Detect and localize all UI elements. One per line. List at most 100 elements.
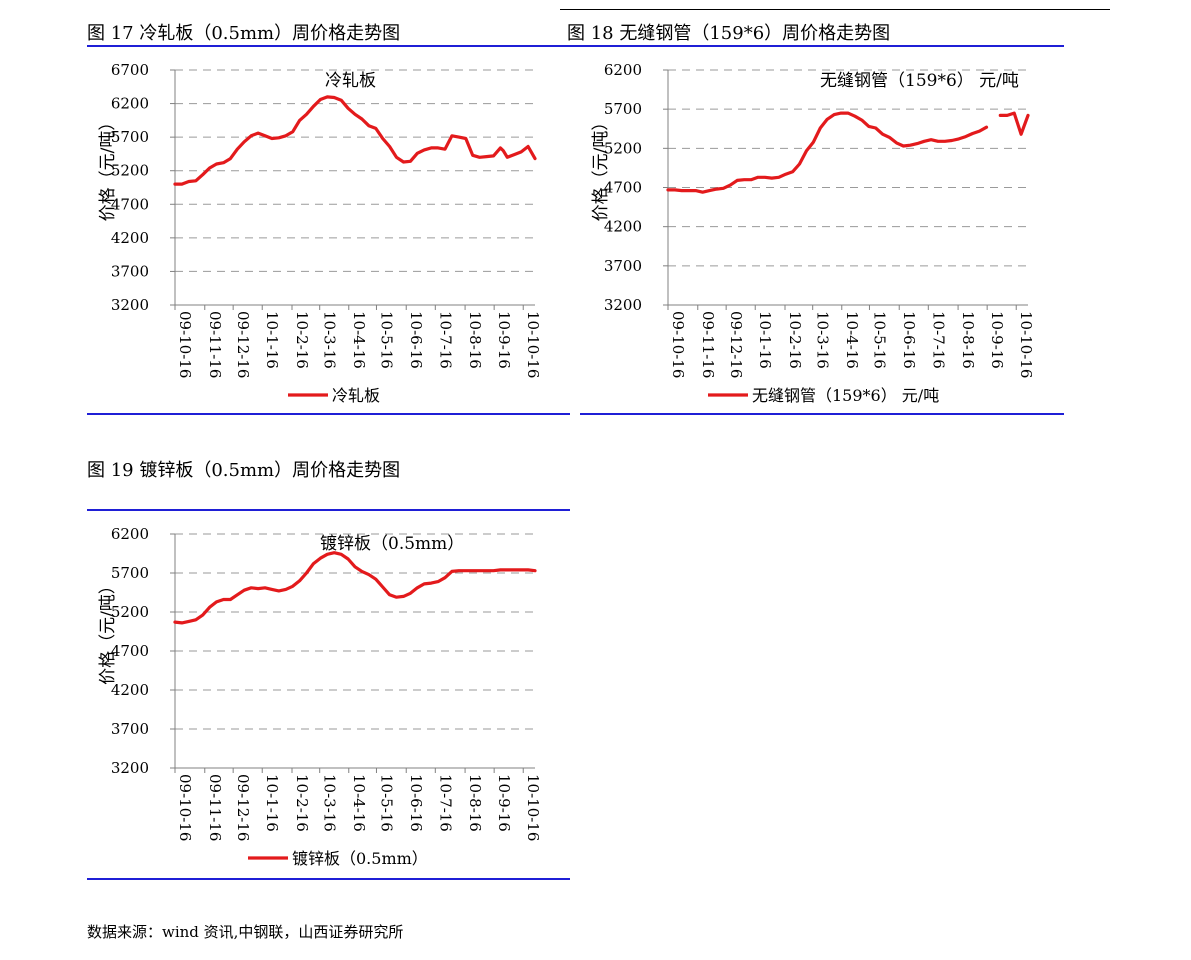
- x-tick-label-group: 10-2-16: [786, 311, 804, 369]
- figure-19-bottom-rule: [87, 878, 570, 880]
- x-tick-label-group: 10-8-16: [959, 311, 977, 369]
- y-tick-label: 6700: [111, 61, 149, 79]
- series-line: [173, 551, 537, 625]
- figure-17-top-rule: [87, 45, 570, 47]
- x-tick-label-group: 10-4-16: [350, 774, 368, 832]
- x-tick-label-group: 10-3-16: [321, 311, 339, 369]
- x-tick-label-group: 09-12-16: [234, 774, 252, 841]
- x-tick-label-group: 10-1-16: [263, 774, 281, 832]
- x-tick-label-group: 09-11-16: [699, 311, 717, 378]
- y-axis-label: 价格（元/吨）: [98, 114, 118, 222]
- series-line: [173, 95, 537, 186]
- x-tick-label: 10-2-16: [293, 311, 311, 369]
- x-tick-label: 10-4-16: [350, 774, 368, 832]
- figure-18-title: 图 18 无缝钢管（159*6）周价格走势图: [567, 23, 891, 44]
- y-tick-label: 3200: [111, 759, 149, 777]
- y-tick-label: 3700: [111, 262, 149, 280]
- x-tick-label: 10-10-16: [1017, 311, 1035, 378]
- y-axis-label-group: 价格（元/吨）: [591, 114, 611, 222]
- x-tick-label-group: 10-5-16: [377, 311, 395, 369]
- x-tick-label-group: 09-10-16: [669, 311, 687, 378]
- y-tick-label: 5700: [111, 128, 149, 146]
- x-tick-label-group: 10-10-16: [1017, 311, 1035, 378]
- y-axis-label-group: 价格（元/吨）: [98, 577, 118, 685]
- y-tick-label: 6200: [111, 95, 149, 113]
- x-tick-label-group: 09-10-16: [176, 311, 194, 378]
- x-tick-label: 10-6-16: [407, 311, 425, 369]
- x-tick-label: 10-10-16: [524, 311, 542, 378]
- figure-18-top-rule: [567, 45, 1064, 47]
- x-tick-label: 10-6-16: [900, 311, 918, 369]
- x-tick-label-group: 10-9-16: [988, 311, 1006, 369]
- y-tick-label: 4700: [604, 179, 642, 197]
- y-tick-label: 6200: [604, 61, 642, 79]
- figure-17-title: 图 17 冷轧板（0.5mm）周价格走势图: [87, 23, 401, 44]
- x-tick-label: 10-5-16: [377, 311, 395, 369]
- x-tick-label-group: 09-12-16: [234, 311, 252, 378]
- data-source-note: 数据来源：wind 资讯,中钢联，山西证券研究所: [87, 923, 404, 941]
- legend-label: 镀锌板（0.5mm）: [292, 849, 428, 868]
- x-tick-label: 10-7-16: [929, 311, 947, 369]
- x-tick-label-group: 10-6-16: [900, 311, 918, 369]
- y-tick-label: 4200: [604, 218, 642, 236]
- x-tick-label: 10-5-16: [870, 311, 888, 369]
- x-tick-label-group: 10-8-16: [466, 774, 484, 832]
- x-tick-label: 10-1-16: [263, 774, 281, 832]
- chart-inner-title: 无缝钢管（159*6） 元/吨: [820, 71, 1019, 91]
- y-tick-label: 3700: [604, 257, 642, 275]
- x-tick-label: 10-8-16: [466, 311, 484, 369]
- x-tick-label: 10-3-16: [321, 774, 339, 832]
- x-tick-label: 10-4-16: [843, 311, 861, 369]
- x-tick-label: 10-1-16: [263, 311, 281, 369]
- x-tick-label-group: 10-5-16: [377, 774, 395, 832]
- x-tick-label: 10-3-16: [814, 311, 832, 369]
- top-rule: [560, 9, 1110, 10]
- x-tick-label-group: 10-3-16: [321, 774, 339, 832]
- y-tick-label: 5700: [111, 564, 149, 582]
- x-tick-label-group: 10-10-16: [524, 774, 542, 841]
- figure-18-bottom-rule: [580, 413, 1064, 415]
- x-tick-label-group: 09-11-16: [206, 774, 224, 841]
- x-tick-label-group: 10-10-16: [524, 311, 542, 378]
- x-tick-label: 10-1-16: [756, 311, 774, 369]
- x-tick-label: 09-11-16: [699, 311, 717, 378]
- x-tick-label: 09-10-16: [669, 311, 687, 378]
- figure-19-title: 图 19 镀锌板（0.5mm）周价格走势图: [87, 460, 401, 481]
- y-tick-label: 4200: [111, 229, 149, 247]
- x-tick-label-group: 10-5-16: [870, 311, 888, 369]
- x-tick-label-group: 09-11-16: [206, 311, 224, 378]
- x-tick-label-group: 10-4-16: [350, 311, 368, 369]
- x-tick-label: 10-9-16: [495, 774, 513, 832]
- y-tick-label: 5200: [111, 162, 149, 180]
- x-tick-label: 09-10-16: [176, 774, 194, 841]
- x-tick-label: 10-6-16: [407, 774, 425, 832]
- y-axis-label-group: 价格（元/吨）: [98, 114, 118, 222]
- legend-label: 无缝钢管（159*6） 元/吨: [752, 386, 939, 405]
- y-tick-label: 3700: [111, 720, 149, 738]
- x-tick-label: 09-11-16: [206, 774, 224, 841]
- x-tick-label: 10-3-16: [321, 311, 339, 369]
- x-tick-label: 10-7-16: [436, 311, 454, 369]
- x-tick-label: 10-2-16: [293, 774, 311, 832]
- legend-label: 冷轧板: [332, 386, 380, 405]
- y-axis-label: 价格（元/吨）: [591, 114, 611, 222]
- y-axis-label: 价格（元/吨）: [98, 577, 118, 685]
- x-tick-label-group: 10-9-16: [495, 774, 513, 832]
- y-tick-label: 6200: [111, 525, 149, 543]
- x-tick-label: 10-9-16: [495, 311, 513, 369]
- x-tick-label: 10-8-16: [959, 311, 977, 369]
- x-tick-label-group: 10-9-16: [495, 311, 513, 369]
- series-line: [666, 111, 989, 194]
- x-tick-label-group: 09-10-16: [176, 774, 194, 841]
- x-tick-label: 09-10-16: [176, 311, 194, 378]
- x-tick-label-group: 10-3-16: [814, 311, 832, 369]
- y-tick-label: 4700: [111, 642, 149, 660]
- x-tick-label: 10-8-16: [466, 774, 484, 832]
- x-tick-label-group: 10-1-16: [756, 311, 774, 369]
- x-tick-label: 10-7-16: [436, 774, 454, 832]
- x-tick-label-group: 10-7-16: [436, 774, 454, 832]
- x-tick-label: 10-5-16: [377, 774, 395, 832]
